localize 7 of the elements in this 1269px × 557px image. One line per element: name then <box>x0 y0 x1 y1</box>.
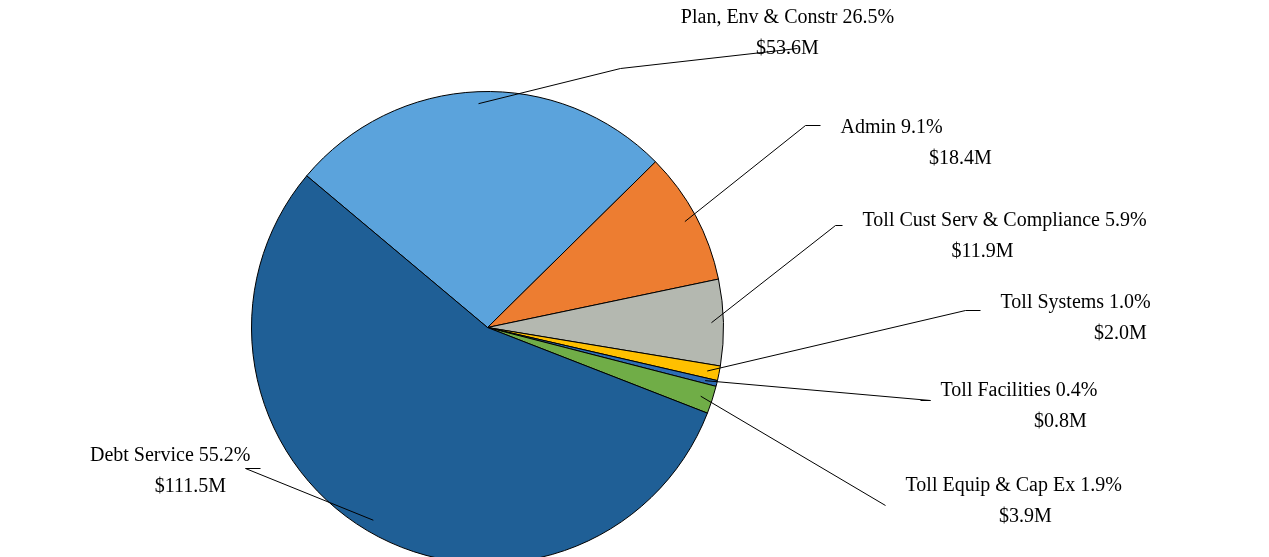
slice-label: Toll Equip & Cap Ex 1.9% $3.9M <box>905 472 1122 526</box>
slice-label: Toll Systems 1.0% $2.0M <box>1000 289 1151 343</box>
slice-label: Toll Facilities 0.4% $0.8M <box>940 377 1098 431</box>
slice-label: Plan, Env & Constr 26.5% $53.6M <box>680 4 895 58</box>
slice-label: Toll Cust Serv & Compliance 5.9% $11.9M <box>862 207 1147 261</box>
slice-label: Admin 9.1% $18.4M <box>840 114 993 168</box>
slice-label: Debt Service 55.2% $111.5M <box>89 442 251 496</box>
